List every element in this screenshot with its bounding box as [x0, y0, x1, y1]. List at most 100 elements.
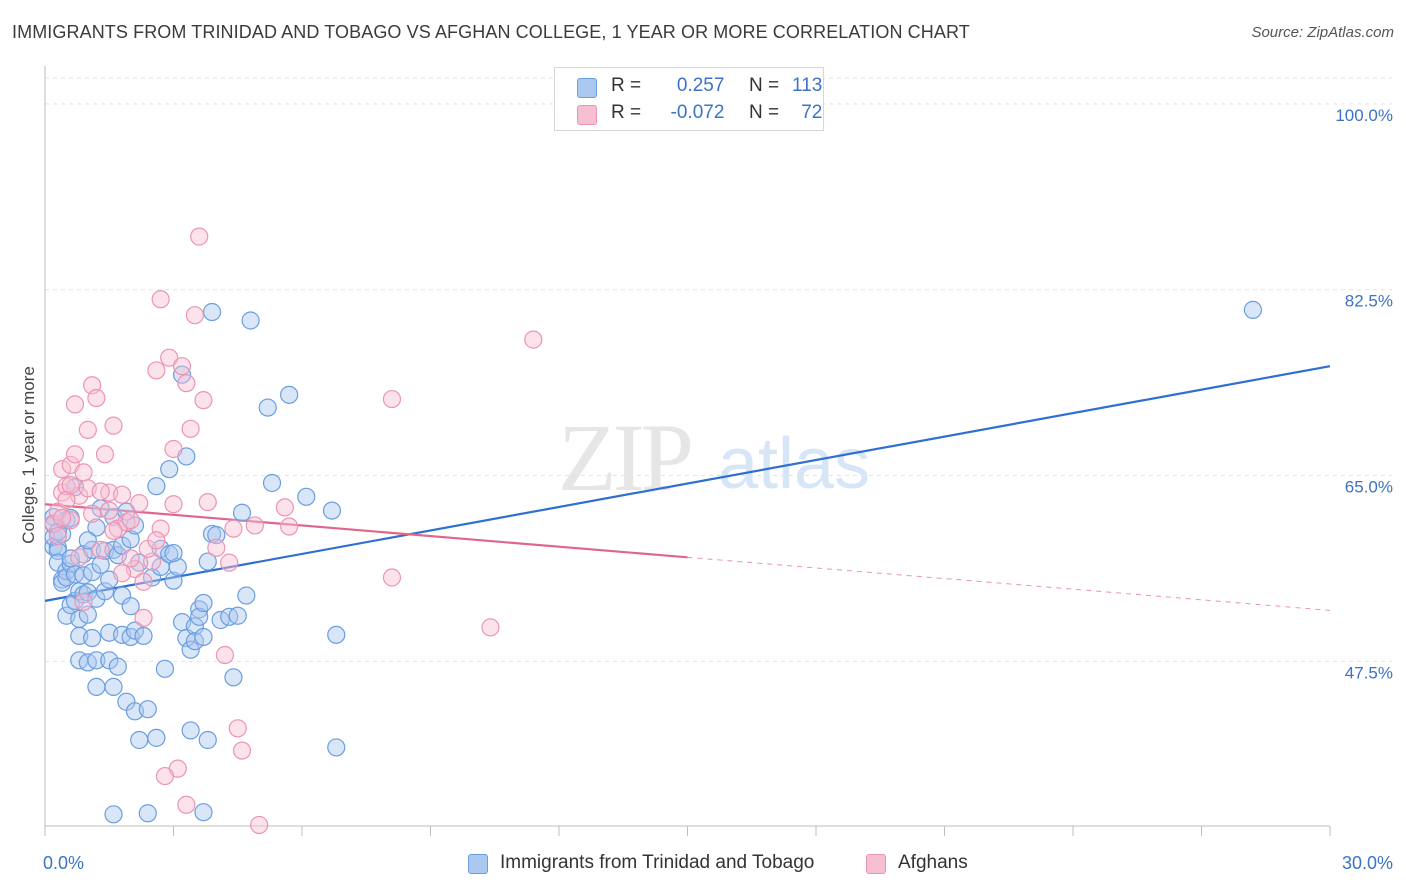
point-trinidad	[104, 805, 123, 824]
point-trinidad	[164, 571, 183, 590]
point-trinidad	[48, 522, 67, 541]
point-trinidad	[241, 311, 260, 330]
point-trinidad	[160, 460, 179, 479]
point-afghans	[112, 564, 132, 583]
point-afghans	[61, 476, 80, 495]
point-afghans	[382, 389, 402, 409]
point-afghans	[220, 553, 239, 572]
point-afghans	[245, 516, 264, 535]
points-series-pink	[44, 227, 543, 835]
axes	[44, 66, 1331, 836]
series-legend: Immigrants from Trinidad and Tobago Afgh…	[0, 852, 1406, 878]
point-afghans	[207, 538, 226, 557]
point-afghans	[164, 439, 183, 459]
r-label: R =	[611, 75, 642, 96]
point-trinidad	[87, 677, 106, 696]
point-trinidad	[95, 582, 115, 601]
y-tick-label: 47.5%	[1345, 663, 1393, 682]
point-afghans	[151, 519, 170, 538]
point-trinidad	[181, 640, 200, 659]
point-trinidad	[155, 659, 175, 678]
trend-lines	[44, 365, 1331, 611]
point-afghans	[104, 521, 123, 540]
point-afghans	[91, 482, 110, 501]
point-trinidad	[147, 477, 166, 496]
point-afghans	[147, 531, 166, 550]
x-tick-label: 0.0%	[43, 853, 84, 873]
n-value: 113	[792, 75, 823, 96]
point-trinidad	[327, 738, 346, 757]
point-trinidad	[198, 552, 217, 571]
point-trinidad	[228, 606, 247, 625]
point-afghans	[83, 504, 102, 523]
legend-swatch-pink	[866, 854, 886, 874]
point-afghans	[232, 741, 252, 760]
point-afghans	[172, 357, 192, 376]
legend-swatch-blue	[577, 78, 597, 98]
point-afghans	[104, 416, 123, 435]
point-afghans	[130, 494, 149, 513]
trend-line-afghans-extension	[687, 556, 1331, 611]
point-trinidad	[194, 803, 213, 822]
tick-labels: 47.5% 65.0% 82.5% 100.0% 0.0% 30.0%	[43, 106, 1393, 873]
point-afghans	[524, 330, 543, 349]
point-trinidad	[194, 593, 213, 613]
point-afghans	[65, 395, 85, 414]
y-tick-label: 100.0%	[1335, 106, 1393, 125]
point-afghans	[164, 495, 183, 514]
y-tick-label: 65.0%	[1345, 478, 1393, 497]
point-trinidad	[190, 607, 209, 626]
point-afghans	[155, 766, 175, 786]
trend-line-trinidad	[44, 365, 1331, 602]
point-afghans	[95, 445, 115, 464]
point-trinidad	[164, 543, 183, 563]
point-trinidad	[297, 487, 316, 506]
point-trinidad	[121, 597, 140, 616]
r-value: 0.257	[676, 75, 725, 96]
point-afghans	[65, 445, 85, 464]
watermark-zip: ZIP	[558, 404, 691, 511]
x-tick-label: 30.0%	[1342, 853, 1393, 873]
point-trinidad	[185, 632, 205, 651]
point-afghans	[121, 549, 140, 568]
point-trinidad	[108, 657, 127, 676]
point-afghans	[151, 290, 170, 309]
point-afghans	[70, 548, 89, 567]
point-trinidad	[280, 385, 299, 404]
point-afghans	[190, 227, 209, 246]
r-label: R =	[611, 102, 642, 123]
point-afghans	[74, 463, 93, 482]
watermark: ZIP atlas	[558, 404, 870, 511]
point-afghans	[177, 374, 196, 393]
point-trinidad	[138, 700, 157, 719]
point-afghans	[121, 511, 140, 530]
point-trinidad	[327, 625, 346, 644]
point-trinidad	[121, 530, 140, 549]
point-trinidad	[224, 668, 243, 687]
n-label: N =	[748, 75, 780, 96]
point-afghans	[177, 795, 196, 814]
y-axis-label: College, 1 year or more	[19, 366, 38, 544]
point-afghans	[74, 592, 93, 612]
point-afghans	[224, 519, 243, 538]
point-afghans	[185, 306, 205, 325]
grid	[45, 77, 1392, 662]
point-trinidad	[87, 518, 106, 537]
point-trinidad	[232, 503, 252, 522]
point-trinidad	[91, 555, 110, 574]
n-label: N =	[748, 102, 780, 123]
point-afghans	[250, 815, 269, 835]
point-trinidad	[83, 628, 102, 648]
point-afghans	[78, 420, 97, 439]
point-afghans	[57, 490, 76, 510]
point-afghans	[147, 361, 166, 380]
point-afghans	[215, 645, 234, 665]
point-afghans	[134, 608, 153, 627]
point-trinidad	[168, 557, 187, 576]
point-afghans	[481, 618, 500, 637]
legend-label-trinidad: Immigrants from Trinidad and Tobago	[500, 852, 815, 873]
point-trinidad	[181, 721, 200, 740]
point-afghans	[280, 517, 299, 536]
point-trinidad	[202, 302, 222, 322]
